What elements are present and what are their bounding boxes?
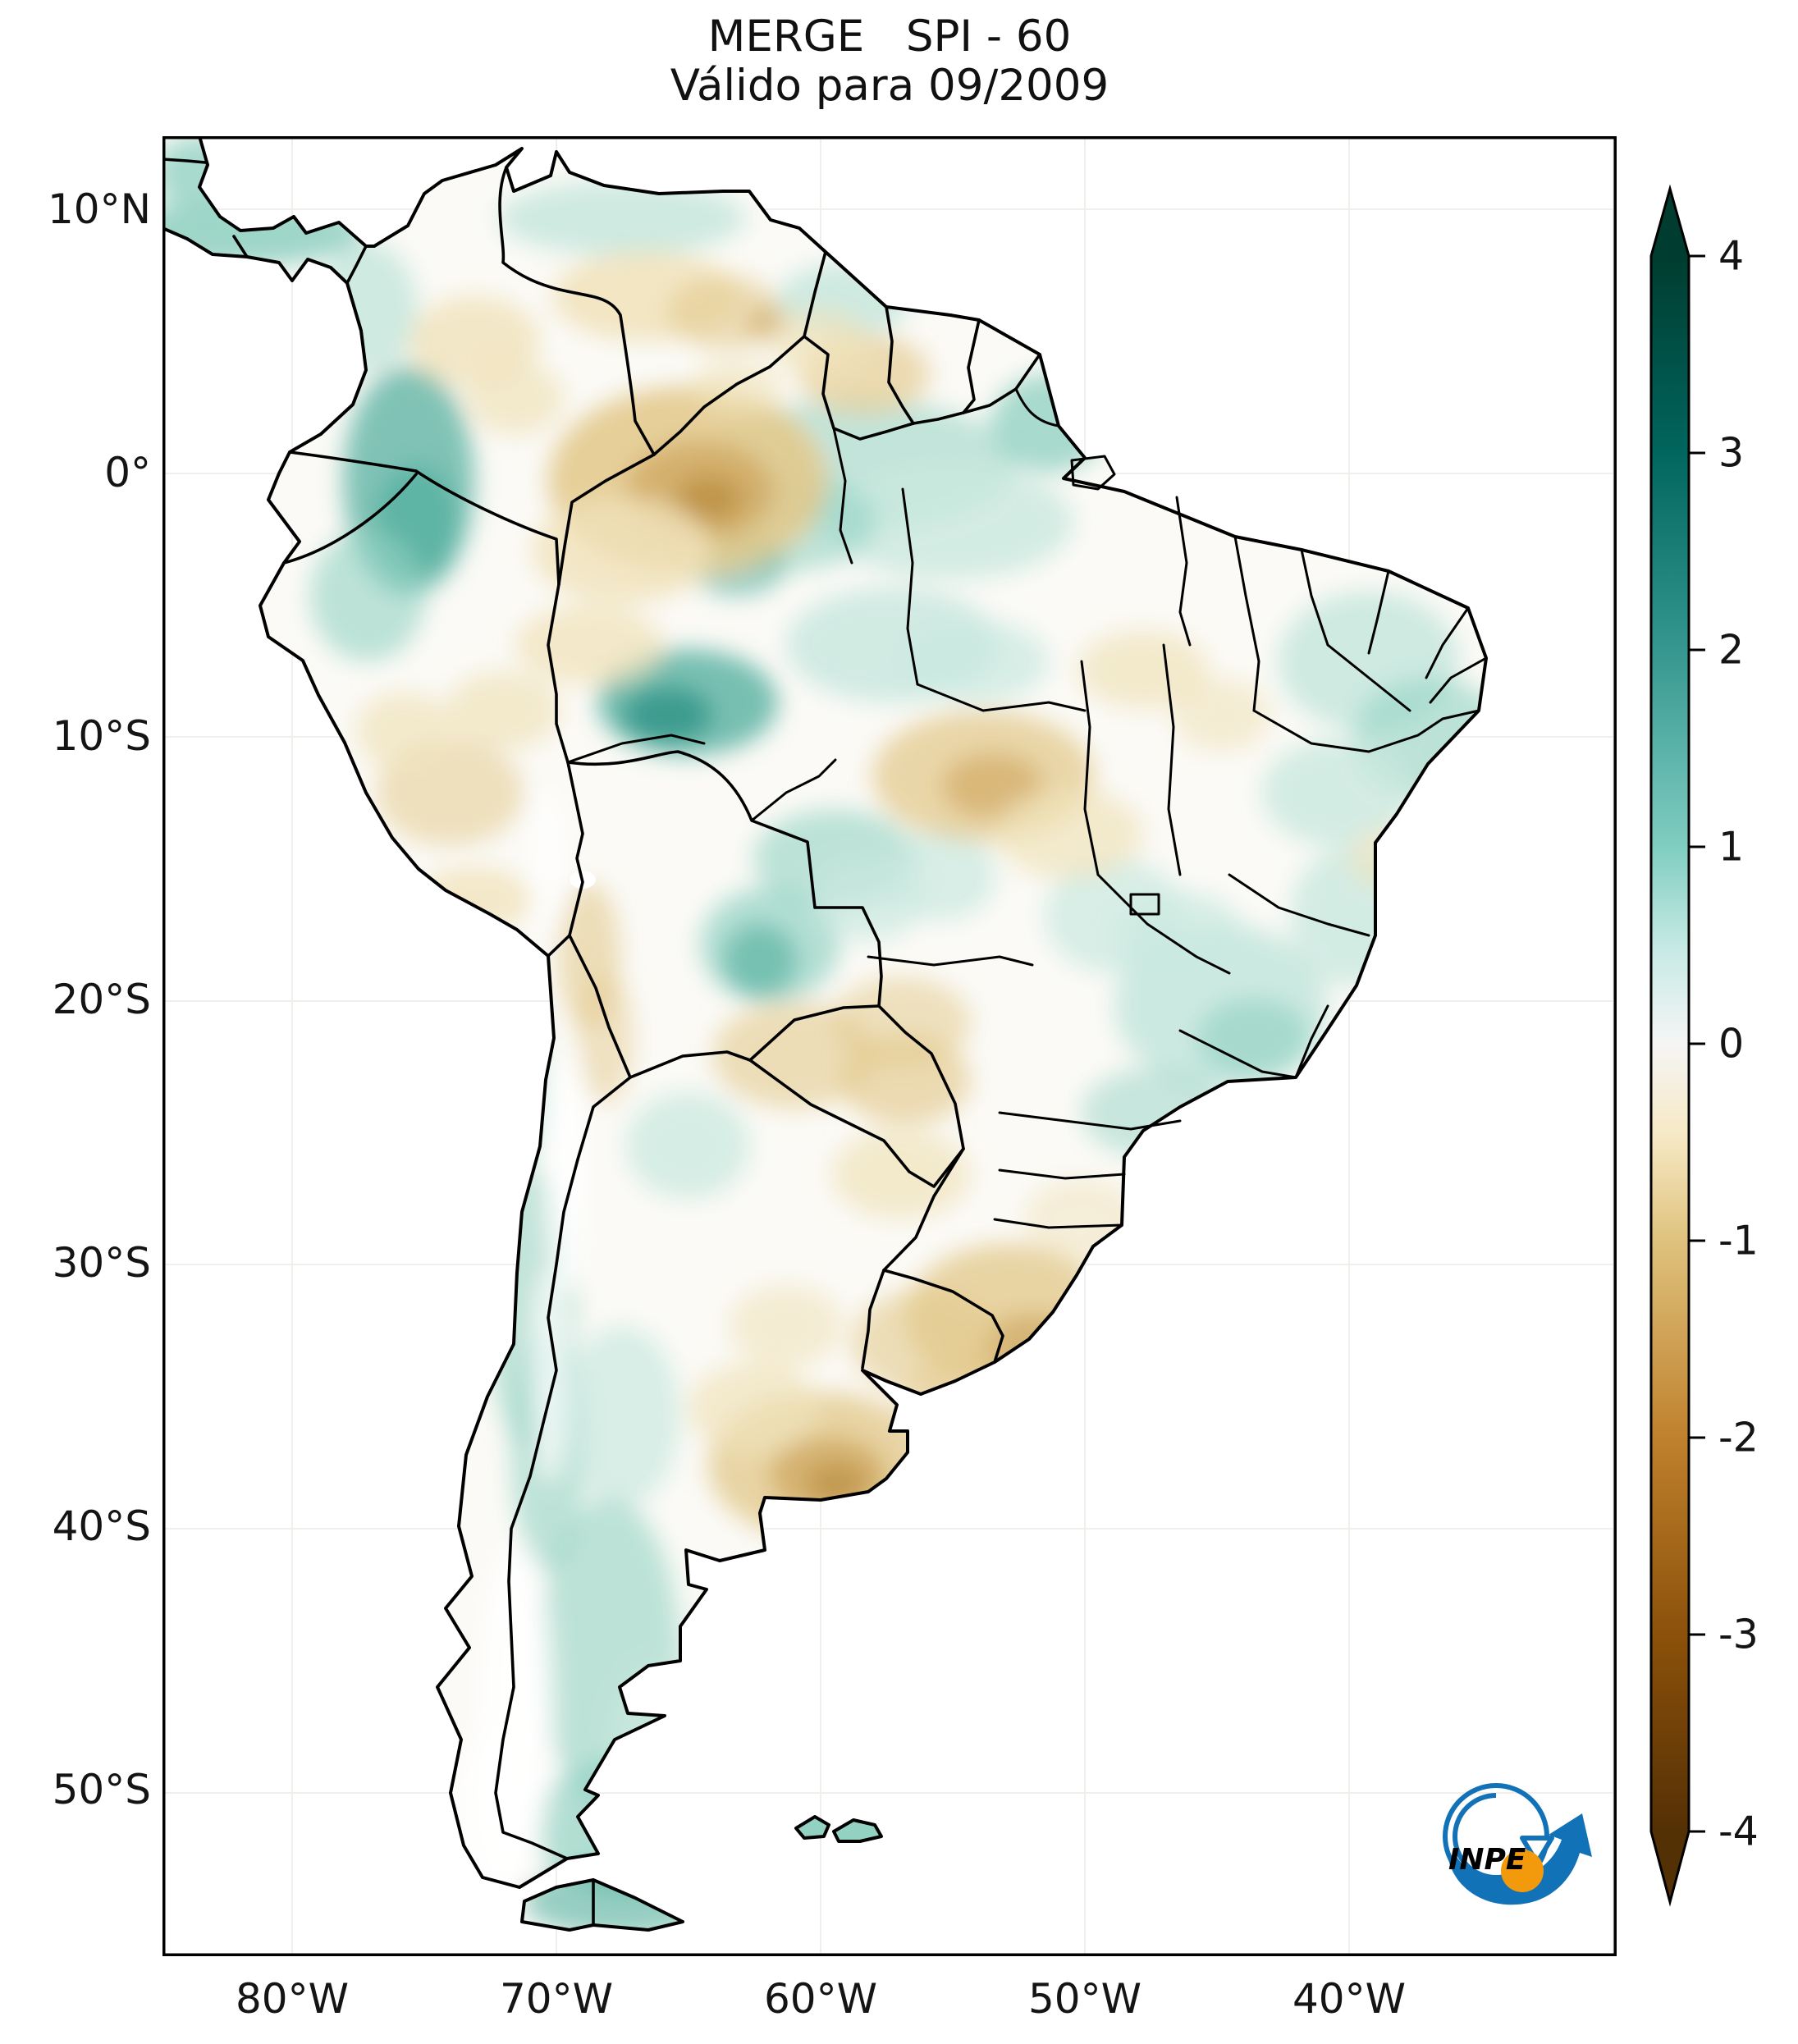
inpe-logo-text: INPE [1448,1843,1526,1877]
south-america-spi-map [162,136,1617,1956]
cb-label-3: 3 [1718,429,1745,477]
coastline [162,136,1488,1889]
lon-label-70w: 70°W [499,1975,614,2023]
figure-subtitle: Válido para 09/2009 [670,61,1109,111]
inpe-downarrow-icon [1520,1836,1554,1865]
lon-label-60w: 60°W [763,1975,878,2023]
cb-label-m2: -2 [1718,1414,1759,1461]
cb-label-2: 2 [1718,626,1745,674]
lat-label-0: 0° [104,449,151,496]
colorbar-gradient [1651,256,1689,1831]
inpe-logo: INPE [1443,1783,1592,1905]
colorbar-extend-bottom [1651,1831,1689,1902]
lat-label-50s: 50°S [52,1766,151,1813]
inpe-upswoosh-icon [1448,1813,1592,1905]
cb-label-4: 4 [1718,232,1745,280]
state-borders [566,387,1488,1229]
cb-label-m3: -3 [1718,1611,1759,1658]
lat-label-30s: 30°S [52,1239,151,1287]
colorbar [1649,184,1705,1907]
lon-label-80w: 80°W [235,1975,350,2023]
cb-label-m1: -1 [1718,1217,1759,1264]
cb-label-0: 0 [1718,1020,1745,1068]
lat-label-10s: 10°S [52,712,151,760]
figure-title: MERGE SPI - 60 [707,11,1072,62]
cb-label-m4: -4 [1718,1808,1759,1855]
country-borders [162,158,1041,1927]
spi-color-field [162,136,1486,1930]
lat-label-40s: 40°S [52,1502,151,1550]
lat-label-20s: 20°S [52,976,151,1023]
island-outlines [520,455,1116,1932]
colorbar-ticks [1689,254,1705,1833]
map-frame [162,136,1617,1956]
inpe-orange-ball-icon [1501,1850,1544,1892]
lon-label-50w: 50°W [1027,1975,1142,2023]
colorbar-extend-top [1651,189,1689,256]
lat-label-10n: 10°N [47,185,151,233]
cb-label-1: 1 [1718,823,1745,871]
lon-label-40w: 40°W [1292,1975,1407,2023]
